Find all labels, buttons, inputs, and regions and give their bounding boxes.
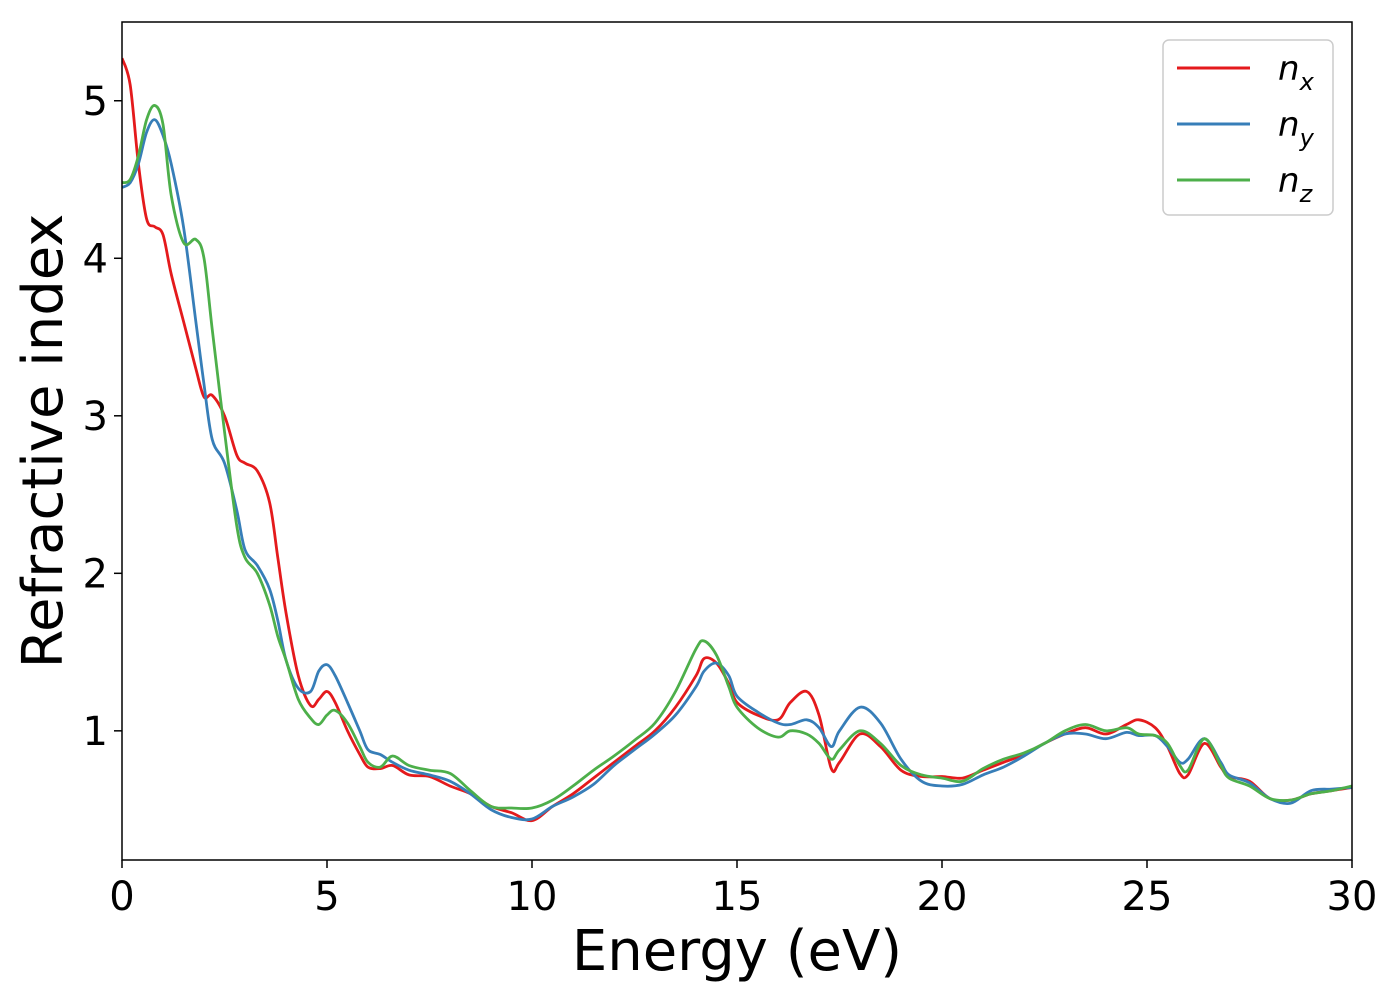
x-axis-title: Energy (eV)	[572, 919, 902, 984]
series-line-ny	[122, 118, 1352, 822]
plot-area	[122, 22, 1352, 860]
y-tick-label-4: 5	[83, 79, 108, 125]
legend-box	[1162, 39, 1334, 216]
y-axis-title: Refractive index	[11, 214, 76, 669]
series-line-nx	[122, 57, 1352, 823]
x-axis: 0 5 10 15 20 25 30	[109, 860, 1377, 920]
y-axis: 1 2 3 4 5	[83, 79, 122, 755]
legend-label-nz: nz	[1278, 161, 1314, 208]
x-tick-label-6: 30	[1327, 874, 1378, 920]
x-tick-label-2: 10	[507, 874, 558, 920]
series-line-nz	[122, 104, 1352, 811]
legend-label-subscript: x	[1299, 68, 1315, 96]
x-tick-label-0: 0	[109, 874, 134, 920]
legend-label-base: n	[1278, 49, 1300, 89]
series-layer	[122, 57, 1352, 823]
legend-label-base: n	[1278, 161, 1300, 201]
legend-label-nx: nx	[1278, 49, 1315, 96]
legend-label-base: n	[1278, 105, 1300, 145]
x-tick-label-5: 25	[1122, 874, 1173, 920]
x-tick-label-4: 20	[917, 874, 968, 920]
x-tick-label-3: 15	[712, 874, 763, 920]
legend-label-subscript: z	[1299, 180, 1314, 208]
x-tick-label-1: 5	[314, 874, 339, 920]
y-tick-label-0: 1	[83, 709, 108, 755]
y-tick-label-3: 4	[83, 236, 108, 282]
y-tick-label-1: 2	[83, 551, 108, 597]
legend-label-ny: ny	[1278, 105, 1315, 152]
y-tick-label-2: 3	[83, 394, 108, 440]
legend-label-subscript: y	[1299, 124, 1315, 152]
